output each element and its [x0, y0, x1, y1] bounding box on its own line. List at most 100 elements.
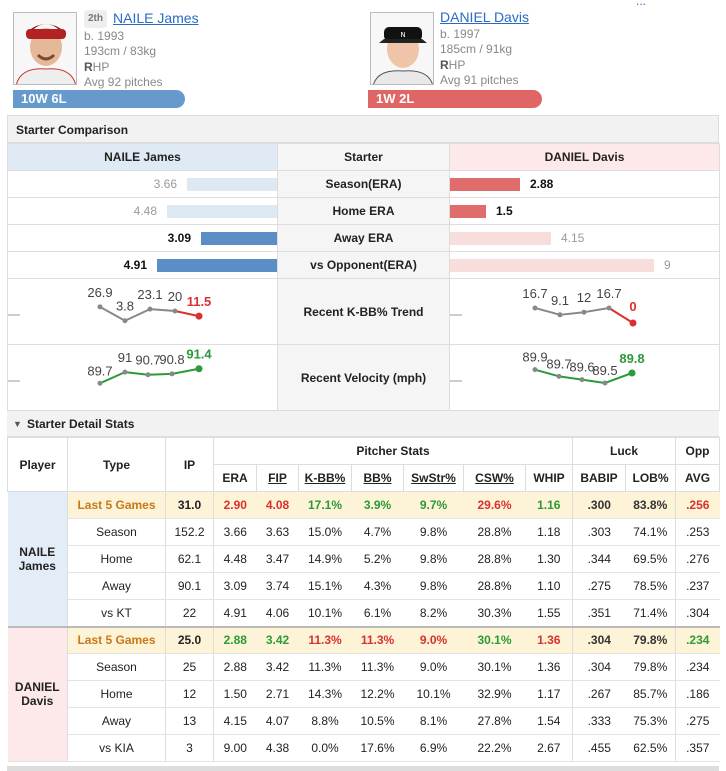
stat-cell: 9.8% [403, 518, 464, 546]
table-row: vs KT 22 4.91 4.06 10.1% 6.1% 8.2% 30.3% 1.55.35… [8, 599, 720, 627]
stat-cell: 29.6% [463, 491, 526, 519]
sparkline-segment [534, 368, 560, 378]
sparkline-segment [124, 371, 149, 376]
stat-cell: 4.38 [256, 734, 299, 762]
stat-cell: 79.8% [625, 625, 676, 654]
stat-cell: 1.10 [525, 572, 573, 600]
stat-cell: 78.5% [625, 572, 676, 600]
stat-cell: 15.1% [298, 572, 352, 600]
sparkline-segment [99, 371, 126, 385]
corner-link[interactable]: ... [636, 0, 647, 8]
player2-avg-pitches: Avg 91 pitches [440, 73, 519, 87]
sparkline-point [606, 305, 612, 311]
comparison-row: 4.48 Home ERA 1.5 [7, 197, 720, 225]
stat-cell: 1.36 [525, 653, 573, 681]
table-row: vs KIA 3 9.00 4.38 0.0% 17.6% 6.9% 22.2% 2.67.45… [8, 734, 720, 762]
right-bar-cell: 9 [449, 251, 720, 279]
type-cell: Away [67, 707, 166, 735]
type-cell: Season [67, 518, 166, 546]
player2-name-link[interactable]: DANIEL Davis [440, 9, 529, 25]
left-bar [201, 232, 277, 245]
stat-cell: 3.47 [256, 545, 299, 573]
right-bar-cell: 2.88 [449, 170, 720, 198]
stat-cell: 3.74 [256, 572, 299, 600]
type-cell: Away [67, 572, 166, 600]
sparkline-label: 16.7 [596, 286, 621, 301]
player1-name-link[interactable]: NAILE James [113, 10, 199, 26]
svg-text:N: N [400, 31, 405, 39]
sparkline-segment [124, 308, 151, 322]
starter-comparison-title: Starter Comparison [7, 115, 719, 143]
stat-cell: 6.9% [403, 734, 464, 762]
col-bb[interactable]: BB% [351, 464, 404, 492]
col-ip: IP [165, 437, 214, 492]
type-cell: Season [67, 653, 166, 681]
left-bar [187, 178, 277, 191]
stat-cell: 3.9% [351, 491, 404, 519]
stat-cell: .333 [572, 707, 626, 735]
stat-cell: 1.17 [525, 680, 573, 708]
stat-cell: 1.55 [525, 599, 573, 627]
detail-stats-table: Player Type IP Pitcher Stats Luck Opp ER… [7, 437, 720, 762]
stat-cell: 3.42 [256, 653, 299, 681]
ip-cell: 25 [165, 653, 214, 681]
stat-cell: 11.3% [298, 625, 352, 654]
left-bar [167, 205, 277, 218]
stat-cell: 9.8% [403, 572, 464, 600]
table-row: Away 90.1 3.09 3.74 15.1% 4.3% 9.8% 28.8% 1.10.2… [8, 572, 720, 600]
sparkline-segment [534, 307, 561, 316]
stat-cell: 9.00 [213, 734, 257, 762]
sparkline-point [145, 372, 151, 378]
col-player: Player [7, 437, 68, 492]
velo-left-sparkline: 89.7 91 90.7 90.8 91.4 [7, 344, 278, 411]
detail-stats-toggle[interactable]: ▼ Starter Detail Stats [7, 411, 719, 437]
type-cell: Last 5 Games [67, 625, 166, 654]
stat-cell: 3.63 [256, 518, 299, 546]
player1-photo[interactable] [13, 12, 77, 85]
player2-photo[interactable]: N [370, 12, 434, 85]
stat-cell: .304 [675, 599, 720, 627]
sparkline-label: 89.7 [87, 363, 112, 378]
col-swstr[interactable]: SwStr% [403, 464, 464, 492]
stat-cell: 28.8% [463, 545, 526, 573]
type-cell: Last 5 Games [67, 491, 166, 519]
right-bar [450, 205, 486, 218]
stat-cell: .275 [675, 707, 720, 735]
player2-record: 1W 2L [368, 90, 542, 108]
player1-birth: b. 1993 [84, 28, 125, 43]
stat-cell: .256 [675, 491, 720, 519]
stat-cell: 71.4% [625, 599, 676, 627]
stat-cell: .267 [572, 680, 626, 708]
stat-cell: 11.3% [298, 653, 352, 681]
col-lob: LOB% [625, 464, 676, 492]
sparkline-point [628, 369, 636, 377]
sparkline-point [556, 373, 562, 379]
col-kbb[interactable]: K-BB% [298, 464, 352, 492]
stat-cell: 83.8% [625, 491, 676, 519]
horizontal-scrollbar[interactable] [7, 766, 719, 771]
sparkline-point [97, 304, 103, 310]
type-cell: Home [67, 680, 166, 708]
stat-cell: 4.3% [351, 572, 404, 600]
col-fip[interactable]: FIP [256, 464, 299, 492]
table-row: Home 12 1.50 2.71 14.3% 12.2% 10.1% 32.9% 1.17.2… [8, 680, 720, 708]
comparison-table: NAILE James Starter DANIEL Davis 3.66 Sea… [7, 143, 720, 411]
stat-cell: 17.1% [298, 491, 352, 519]
player1-record: 10W 6L [13, 90, 185, 108]
stat-cell: 1.30 [525, 545, 573, 573]
type-cell: vs KIA [67, 734, 166, 762]
stat-cell: 4.06 [256, 599, 299, 627]
stat-cell: 2.88 [213, 653, 257, 681]
stat-cell: 2.90 [213, 491, 257, 519]
ip-cell: 22 [165, 599, 214, 627]
sparkline-segment [608, 307, 634, 324]
stat-cell: 85.7% [625, 680, 676, 708]
left-value: 4.48 [133, 204, 157, 218]
ip-cell: 62.1 [165, 545, 214, 573]
col-csw[interactable]: CSW% [463, 464, 526, 492]
right-bar-cell: 1.5 [449, 197, 720, 225]
stat-cell: 79.8% [625, 653, 676, 681]
stat-cell: 2.88 [213, 625, 257, 654]
stat-cell: 2.67 [525, 734, 573, 762]
table-row: NAILE James Last 5 Games 31.0 2.90 4.08 17.1%… [7, 491, 720, 627]
